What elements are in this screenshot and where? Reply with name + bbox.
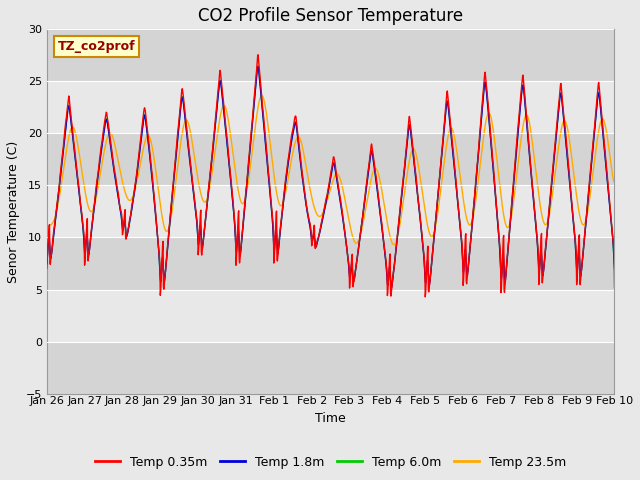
Title: CO2 Profile Sensor Temperature: CO2 Profile Sensor Temperature xyxy=(198,7,463,25)
Bar xyxy=(47,289,614,342)
Bar xyxy=(47,185,614,238)
Line: Temp 1.8m: Temp 1.8m xyxy=(47,67,614,288)
X-axis label: Time: Time xyxy=(316,412,346,425)
Bar xyxy=(47,29,614,81)
Bar xyxy=(47,342,614,394)
Line: Temp 0.35m: Temp 0.35m xyxy=(47,55,614,297)
Line: Temp 23.5m: Temp 23.5m xyxy=(47,96,614,245)
Line: Temp 6.0m: Temp 6.0m xyxy=(47,66,614,286)
Bar xyxy=(47,238,614,289)
Bar xyxy=(47,81,614,133)
Bar xyxy=(47,133,614,185)
Legend: Temp 0.35m, Temp 1.8m, Temp 6.0m, Temp 23.5m: Temp 0.35m, Temp 1.8m, Temp 6.0m, Temp 2… xyxy=(90,451,571,474)
Y-axis label: Senor Temperature (C): Senor Temperature (C) xyxy=(7,140,20,283)
Text: TZ_co2prof: TZ_co2prof xyxy=(58,40,136,53)
